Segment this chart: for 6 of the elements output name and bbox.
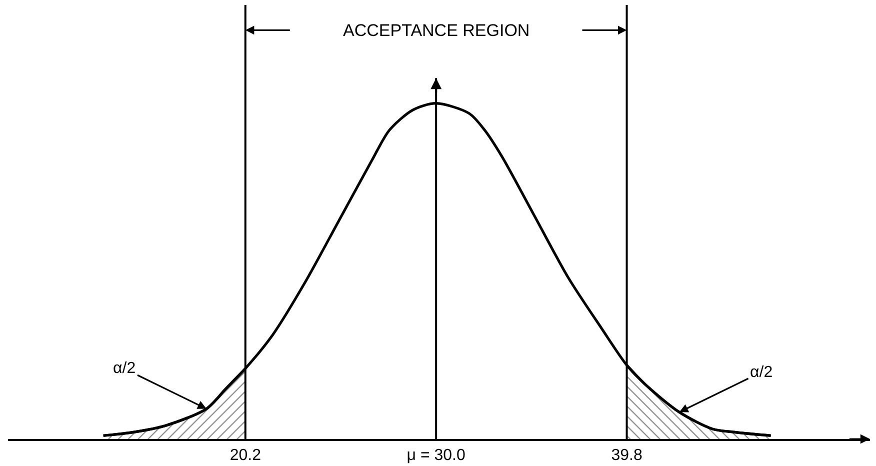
x-tick-label: μ = 30.0 bbox=[406, 447, 466, 464]
annotation: α/2 bbox=[750, 364, 773, 381]
x-tick-label: 20.2 bbox=[230, 447, 262, 464]
x-tick-label: 39.8 bbox=[611, 447, 642, 464]
text: ACCEPTANCE REGION bbox=[343, 21, 530, 40]
annotation: α/2 bbox=[113, 360, 136, 377]
